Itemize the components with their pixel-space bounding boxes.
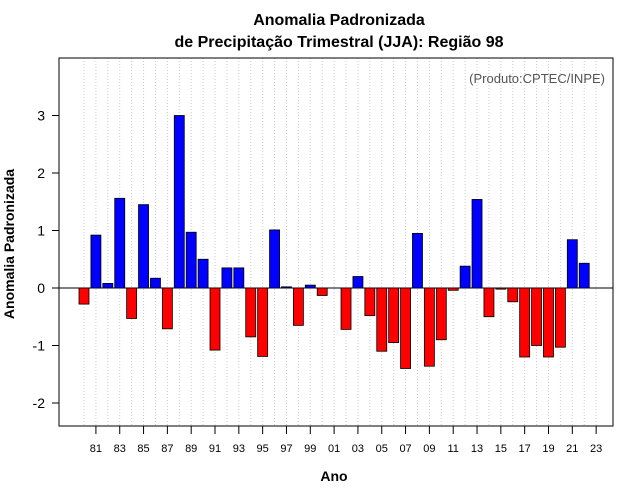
y-tick-label: 3 <box>37 108 45 124</box>
y-tick-label: 1 <box>37 223 45 239</box>
chart-title-line-1: Anomalia Padronizada <box>253 12 425 29</box>
x-tick-label: 93 <box>233 443 245 455</box>
x-tick-label: 01 <box>328 443 340 455</box>
bar-2004 <box>364 287 376 317</box>
bar-1993 <box>233 267 245 289</box>
chart-title-line-2: de Precipitação Trimestral (JJA): Região… <box>174 34 503 51</box>
x-tick-label: 07 <box>399 443 411 455</box>
x-tick-label: 83 <box>114 443 126 455</box>
bar-1981 <box>90 234 102 289</box>
bar-1986 <box>150 277 161 289</box>
bar-2000 <box>316 287 328 296</box>
bar-2015 <box>495 287 507 290</box>
bar-1999 <box>304 284 316 289</box>
x-tick-label: 17 <box>519 443 531 455</box>
x-tick-label: 87 <box>161 443 173 455</box>
y-tick-label: -1 <box>33 338 46 354</box>
bar-2020 <box>555 287 566 348</box>
product-credit: (Produto:CPTEC/INPE) <box>469 71 605 86</box>
bar-2017 <box>519 287 531 358</box>
x-tick-label: 21 <box>566 443 578 455</box>
bar-1989 <box>185 231 197 289</box>
bar-2021 <box>566 239 578 289</box>
bar-1988 <box>173 115 185 289</box>
bar-2010 <box>435 287 447 341</box>
bar-2007 <box>400 287 411 369</box>
bar-2013 <box>471 199 483 289</box>
bar-1998 <box>292 287 304 326</box>
bar-1991 <box>209 287 221 351</box>
x-tick-label: 89 <box>185 443 197 455</box>
plot-frame <box>58 57 614 427</box>
bar-2008 <box>412 232 423 289</box>
bar-1980 <box>78 287 90 305</box>
bar-2009 <box>423 287 435 367</box>
bar-1990 <box>197 258 209 289</box>
bar-2019 <box>543 287 554 358</box>
bar-1983 <box>114 197 126 289</box>
bar-1992 <box>221 267 233 289</box>
x-tick-label: 81 <box>90 443 102 455</box>
x-tick-label: 23 <box>590 443 602 455</box>
bar-2014 <box>483 287 495 318</box>
x-tick-label: 09 <box>423 443 435 455</box>
bar-1997 <box>281 286 292 289</box>
bar-1984 <box>126 287 138 319</box>
y-tick-label: -2 <box>33 395 46 411</box>
x-tick-label: 11 <box>447 443 458 455</box>
x-tick-label: 91 <box>209 443 221 455</box>
x-tick-label: 15 <box>495 443 507 455</box>
bar-1996 <box>269 229 280 289</box>
bar-2018 <box>531 287 542 346</box>
x-tick-label: 95 <box>257 443 269 455</box>
x-axis: 81 83 85 87 89 91 93 95 97 99 01 03 05 07 09 11 13 15 17 19… <box>90 426 602 455</box>
bar-2022 <box>578 262 590 289</box>
bar-1982 <box>102 282 114 289</box>
bar-1994 <box>245 287 257 338</box>
bar-2016 <box>507 287 519 303</box>
bar-2012 <box>459 265 471 289</box>
x-tick-label: 13 <box>471 443 483 455</box>
bar-2003 <box>352 276 364 289</box>
x-tick-label: 03 <box>352 443 364 455</box>
bar-2011 <box>447 287 459 291</box>
bar-2005 <box>376 287 388 352</box>
y-axis: -2 -1 0 1 2 3 <box>33 108 59 411</box>
bar-1987 <box>161 287 173 330</box>
x-axis-title: Ano <box>320 468 347 484</box>
grid-lines <box>83 58 597 426</box>
y-axis-title: Anomalia Padronizada <box>1 169 17 319</box>
x-tick-label: 05 <box>376 443 388 455</box>
bar-1985 <box>138 204 149 289</box>
bar-1995 <box>257 287 269 357</box>
bars <box>78 115 590 369</box>
y-tick-label: 2 <box>37 165 45 181</box>
y-tick-label: 0 <box>37 280 45 296</box>
x-tick-label: 99 <box>304 443 316 455</box>
x-tick-label: 19 <box>542 443 554 455</box>
x-tick-label: 85 <box>137 443 149 455</box>
bar-2006 <box>388 287 400 344</box>
x-tick-label: 97 <box>280 443 292 455</box>
bar-2002 <box>340 287 352 330</box>
